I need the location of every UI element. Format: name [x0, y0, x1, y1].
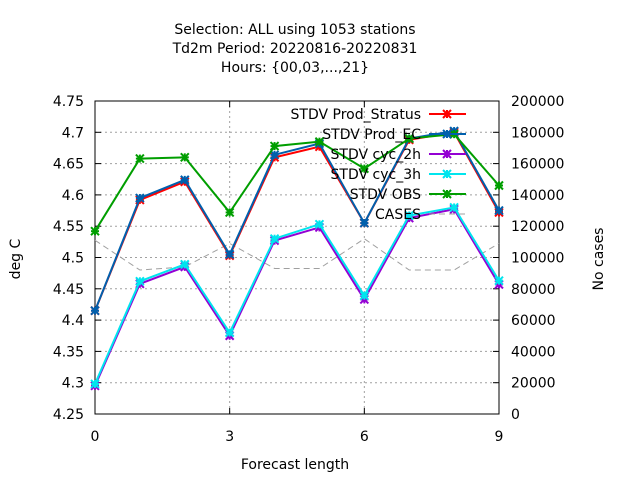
x-tick-label: 0 [91, 429, 100, 445]
data-point [135, 276, 145, 286]
series-line [94, 238, 500, 271]
series [90, 126, 504, 391]
y2-tick-label: 100000 [511, 251, 564, 267]
legend-label: CASES [375, 207, 421, 223]
legend: STDV Prod_Stratus STDV Prod_EC STDV cyc_2h… [291, 107, 466, 223]
series-0 [90, 127, 504, 316]
y2-tick-label: 0 [511, 407, 520, 423]
y2-tick-label: 140000 [511, 188, 564, 204]
data-point [90, 306, 100, 316]
y-tick-label: 4.4 [62, 313, 84, 329]
y-tick-label: 4.65 [53, 157, 84, 173]
axis-ticks: 0 3 6 9 4.25 4.3 4.35 4.4 4.45 4.5 4.55 4.6 4.65 4.7 4… [53, 94, 565, 445]
data-point [135, 153, 145, 164]
y2-tick-label: 120000 [511, 219, 564, 235]
data-point [90, 226, 100, 236]
legend-label: STDV OBS [350, 187, 421, 203]
series-line [94, 133, 500, 232]
y2-tick-label: 40000 [511, 344, 556, 360]
data-point [449, 202, 459, 213]
x-tick-label: 3 [225, 429, 234, 445]
data-point [314, 136, 325, 147]
y-tick-label: 4.3 [62, 376, 84, 392]
series-3 [90, 202, 504, 389]
x-tick-label: 6 [360, 429, 369, 445]
data-point [180, 175, 190, 185]
data-point [494, 275, 504, 286]
data-point [494, 205, 504, 216]
data-point [404, 133, 414, 144]
data-point [269, 150, 280, 160]
series-line [94, 206, 500, 385]
y-axis-label: deg C [8, 238, 24, 279]
data-point [224, 207, 235, 218]
series-2 [90, 204, 504, 391]
legend-label: STDV cyc_3h [331, 167, 421, 183]
x-axis-label: Forecast length [241, 457, 349, 473]
data-point [359, 290, 370, 301]
title-line: Hours: {00,03,...,21} [221, 60, 369, 76]
y2-tick-label: 60000 [511, 313, 556, 329]
title-line: Td2m Period: 20220816-20220831 [172, 41, 418, 57]
data-point [359, 163, 370, 174]
legend-marker [442, 129, 452, 139]
y2-tick-label: 20000 [511, 376, 556, 392]
data-point [269, 234, 280, 244]
data-point [180, 259, 190, 270]
legend-marker [442, 169, 452, 179]
series-5 [94, 238, 500, 271]
data-point [269, 141, 280, 151]
legend-marker [442, 189, 452, 199]
data-point [180, 152, 190, 163]
y-tick-label: 4.5 [62, 251, 84, 267]
y-tick-label: 4.55 [53, 219, 84, 235]
y2-axis-label: No cases [591, 228, 607, 291]
title-line: Selection: ALL using 1053 stations [174, 22, 415, 38]
series-line [94, 208, 500, 387]
legend-label: STDV Prod_Stratus [291, 107, 421, 123]
data-point [224, 327, 235, 338]
series-4 [90, 129, 504, 236]
legend-label: STDV Prod_EC [322, 127, 421, 143]
data-point [135, 193, 145, 203]
y2-tick-label: 80000 [511, 282, 556, 298]
grid [95, 101, 499, 414]
y-tick-label: 4.45 [53, 282, 84, 298]
data-point [224, 249, 235, 260]
y2-tick-label: 180000 [511, 125, 564, 141]
y-tick-label: 4.6 [62, 188, 84, 204]
data-point [494, 180, 504, 191]
y-tick-label: 4.7 [62, 125, 84, 141]
chart-title: Selection: ALL using 1053 stations Td2m P… [172, 22, 418, 76]
y-tick-label: 4.25 [53, 407, 84, 423]
y-tick-label: 4.35 [53, 344, 84, 360]
data-point [314, 219, 325, 230]
legend-marker [442, 109, 452, 119]
y2-tick-label: 160000 [511, 157, 564, 173]
legend-marker [442, 149, 452, 159]
x-tick-label: 9 [495, 429, 504, 445]
y2-tick-label: 200000 [511, 94, 564, 110]
legend-label: STDV cyc_2h [331, 147, 421, 163]
series-1 [90, 126, 504, 316]
data-point [404, 210, 414, 221]
y-tick-label: 4.75 [53, 94, 84, 110]
data-point [359, 218, 370, 228]
data-point [90, 379, 100, 389]
